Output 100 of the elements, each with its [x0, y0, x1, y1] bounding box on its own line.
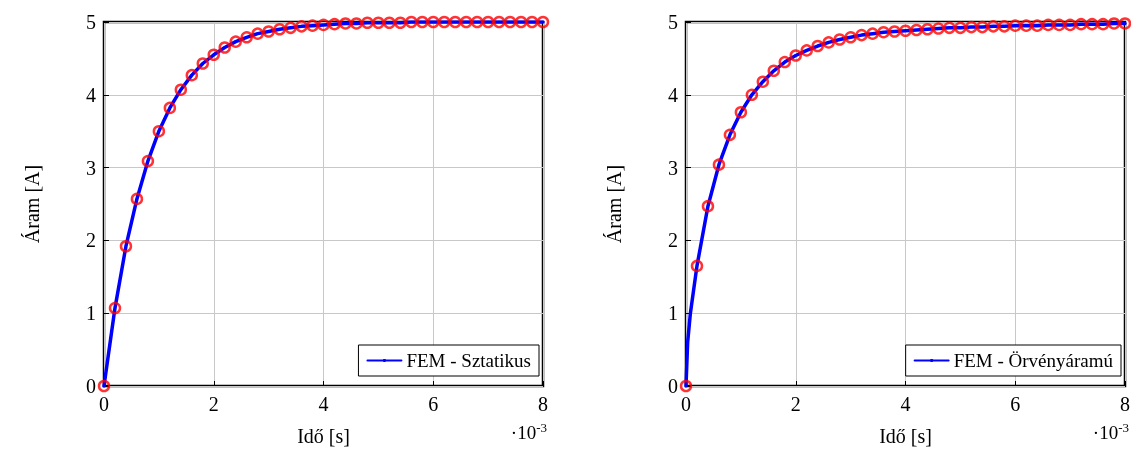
y-tick-label: 0: [86, 375, 96, 397]
x-axis-title: Idő [s]: [879, 425, 932, 447]
point: [756, 75, 770, 88]
point: [108, 301, 122, 315]
point: [1074, 17, 1088, 31]
y-tick-label: 5: [86, 11, 96, 33]
point: [734, 106, 748, 119]
point: [767, 64, 781, 78]
point: [536, 15, 550, 29]
legend-label: FEM - Örvényáramú: [953, 350, 1114, 371]
x-tick-label: 6: [1010, 393, 1021, 415]
point: [97, 379, 111, 393]
point: [514, 15, 528, 29]
point: [119, 239, 133, 253]
point: [459, 15, 473, 29]
point: [745, 88, 759, 102]
point: [361, 16, 374, 29]
point: [229, 35, 242, 48]
point: [470, 15, 484, 29]
point: [328, 17, 341, 31]
point: [701, 199, 715, 213]
point: [800, 44, 813, 57]
point: [712, 158, 726, 171]
point: [932, 22, 945, 35]
point: [679, 379, 693, 393]
y-tick-label: 2: [86, 229, 96, 252]
point: [185, 68, 199, 82]
point: [822, 36, 835, 49]
point: [416, 15, 429, 29]
point: [262, 25, 275, 38]
point: [1118, 17, 1131, 30]
point: [273, 23, 286, 36]
point: [987, 20, 1000, 33]
x-tick-label: 2: [208, 393, 219, 415]
point: [811, 39, 824, 53]
point: [218, 41, 231, 54]
point: [910, 23, 923, 37]
point: [163, 101, 177, 115]
point: [976, 20, 989, 34]
point: [1009, 19, 1022, 32]
y-tick-label: 3: [86, 156, 96, 179]
point: [196, 57, 210, 70]
point: [152, 124, 166, 138]
x-tick-label: 8: [1120, 393, 1130, 415]
point: [207, 48, 220, 62]
point: [877, 25, 890, 39]
legend-label: FEM - Sztatikus: [406, 350, 531, 371]
point: [339, 17, 352, 30]
point: [943, 21, 956, 35]
y-axis-title: Áram [A]: [21, 164, 43, 244]
point: [1096, 17, 1110, 31]
y-tick-label: 0: [668, 375, 678, 397]
point: [690, 259, 704, 273]
point: [427, 15, 440, 29]
point: [855, 28, 868, 42]
point: [965, 20, 978, 34]
point: [1041, 18, 1055, 32]
point: [306, 19, 319, 32]
y-tick-label: 1: [86, 302, 96, 325]
point: [1019, 19, 1033, 32]
y-tick-label: 3: [668, 156, 678, 179]
point: [372, 16, 385, 29]
point: [448, 15, 462, 29]
point: [778, 55, 792, 69]
point: [130, 192, 144, 206]
point: [1063, 18, 1077, 32]
y-tick-label: 2: [668, 229, 678, 252]
x-tick-label: 2: [790, 393, 801, 415]
point: [888, 25, 901, 38]
point: [251, 27, 264, 40]
point: [405, 15, 418, 29]
point: [789, 49, 802, 62]
point: [174, 83, 188, 96]
point: [1030, 19, 1044, 32]
y-tick-label: 4: [86, 83, 96, 106]
point: [723, 128, 737, 142]
point: [481, 15, 495, 29]
point: [1052, 18, 1066, 32]
point: [295, 20, 308, 33]
y-tick-label: 4: [668, 83, 678, 106]
point: [954, 21, 967, 35]
point: [503, 15, 517, 29]
point: [525, 15, 539, 29]
point: [844, 31, 857, 44]
y-axis-title: Áram [A]: [603, 164, 625, 244]
point: [1085, 17, 1099, 31]
point: [394, 16, 407, 29]
point: [492, 15, 506, 29]
point: [998, 20, 1011, 33]
point: [350, 17, 363, 30]
point: [141, 154, 155, 168]
x-tick-label: 4: [900, 393, 911, 415]
point: [899, 24, 912, 37]
x-tick-label: 8: [538, 393, 548, 415]
point: [866, 27, 879, 40]
x-axis-title: Idő [s]: [297, 425, 350, 447]
point: [317, 18, 330, 32]
y-tick-label: 1: [668, 302, 678, 325]
x-tick-label: 6: [428, 393, 439, 415]
y-tick-label: 5: [668, 11, 678, 33]
